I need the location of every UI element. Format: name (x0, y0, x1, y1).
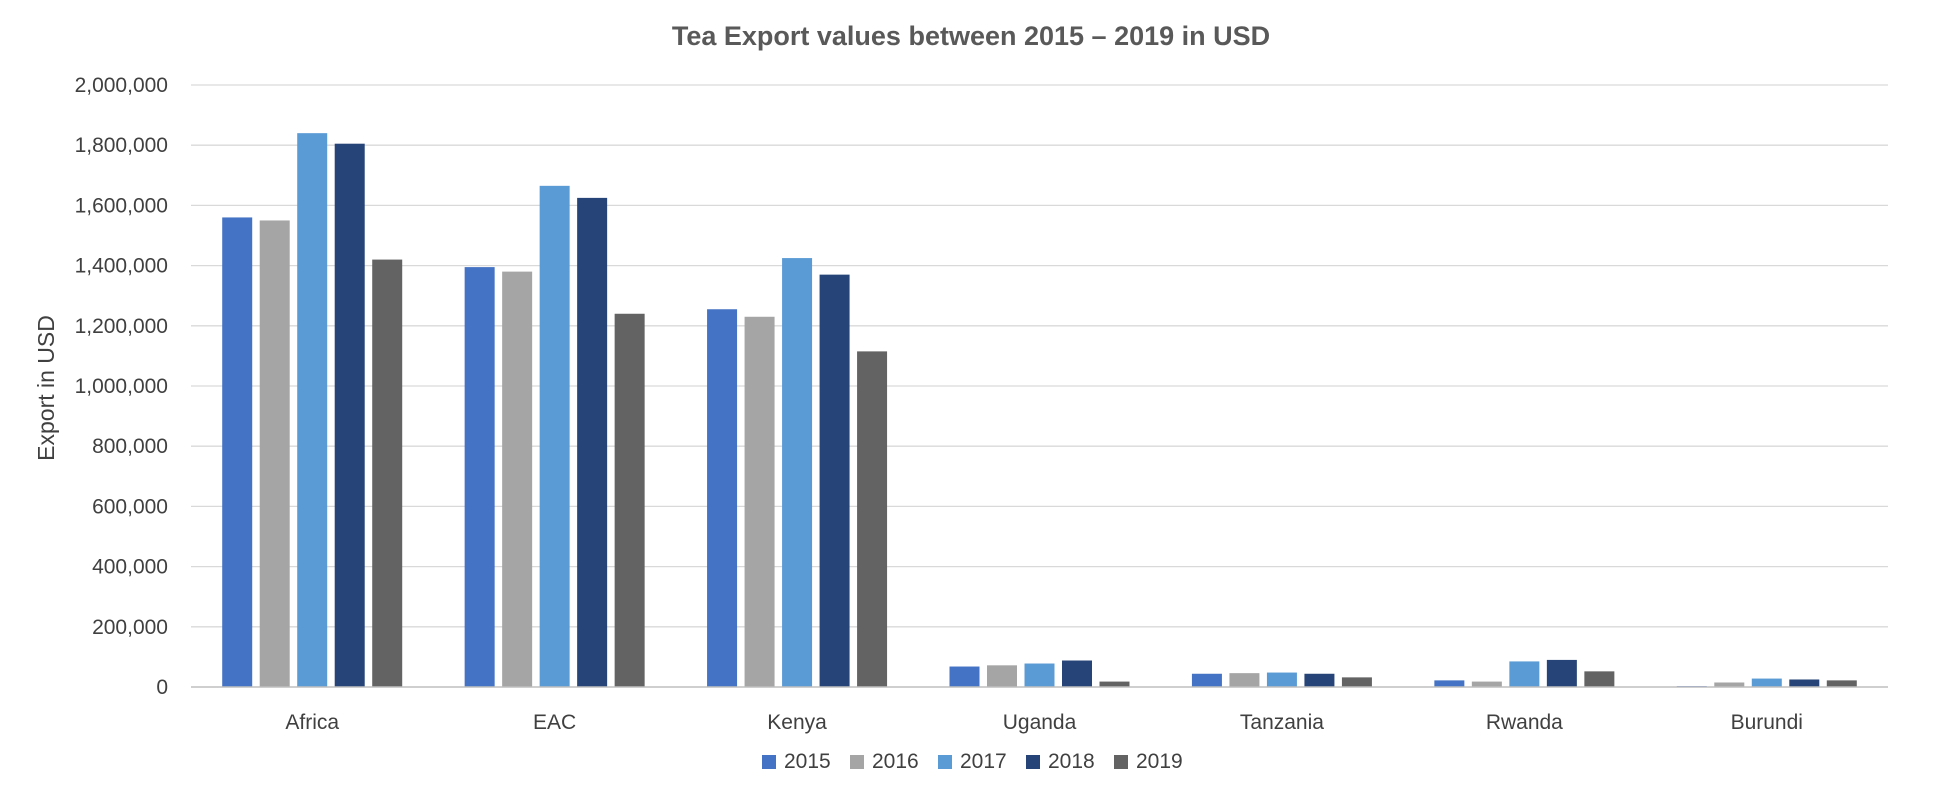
bars (222, 133, 1857, 688)
legend-label: 2018 (1048, 750, 1095, 773)
bar-africa-2018 (334, 143, 365, 687)
bar-tanzania-2018 (1304, 673, 1335, 687)
y-tick-label: 400,000 (92, 556, 168, 579)
bar-kenya-2019 (857, 351, 888, 687)
bar-africa-2017 (297, 133, 328, 687)
y-tick-label: 2,000,000 (75, 74, 168, 97)
y-tick-label: 1,400,000 (75, 255, 168, 278)
y-axis-title: Export in USD (33, 315, 59, 461)
legend-swatch (850, 755, 864, 769)
legend-swatch (762, 755, 776, 769)
bar-africa-2015 (222, 217, 253, 687)
legend-label: 2017 (960, 750, 1007, 773)
bar-burundi-2017 (1751, 678, 1782, 687)
x-tick-label: Africa (285, 711, 339, 734)
legend-item-2015: 2015 (762, 750, 831, 773)
legend-item-2017: 2017 (938, 750, 1007, 773)
x-tick-label: Kenya (767, 711, 827, 734)
legend-label: 2019 (1136, 750, 1183, 773)
bar-rwanda-2018 (1546, 659, 1577, 687)
bar-eac-2018 (577, 197, 608, 688)
bar-uganda-2018 (1062, 660, 1092, 687)
bar-eac-2017 (539, 185, 570, 687)
y-tick-label: 800,000 (92, 435, 168, 458)
x-axis-tick-labels: Africa EAC Kenya Uganda Tanzania Rwanda Burund… (285, 711, 1803, 734)
bar-eac-2016 (502, 271, 533, 687)
bar-tanzania-2019 (1341, 677, 1372, 687)
legend-label: 2015 (784, 750, 831, 773)
bar-uganda-2019 (1099, 681, 1130, 687)
x-tick-label: Uganda (1003, 711, 1077, 734)
y-tick-label: 200,000 (92, 616, 168, 639)
legend: 2015 2016 2017 2018 2019 (762, 750, 1183, 773)
bar-rwanda-2016 (1471, 681, 1502, 687)
y-tick-label: 0 (156, 676, 168, 699)
legend-item-2018: 2018 (1026, 750, 1095, 773)
bar-uganda-2015 (949, 666, 980, 687)
y-axis-tick-labels: 0 200,000 400,000 600,000 800,000 1,000,000 1,… (75, 74, 168, 699)
bar-rwanda-2017 (1509, 661, 1540, 687)
x-tick-label: Burundi (1731, 711, 1803, 734)
x-tick-label: Rwanda (1486, 711, 1563, 734)
bar-kenya-2017 (782, 258, 813, 687)
bar-rwanda-2015 (1434, 680, 1465, 687)
bar-africa-2019 (372, 259, 403, 687)
bar-africa-2016 (259, 220, 290, 687)
bar-kenya-2015 (707, 309, 738, 687)
y-tick-label: 1,200,000 (75, 315, 168, 338)
bar-eac-2015 (464, 267, 495, 687)
bar-rwanda-2019 (1584, 671, 1615, 687)
x-tick-label: Tanzania (1240, 711, 1324, 734)
bar-eac-2019 (614, 313, 645, 687)
bar-kenya-2018 (819, 274, 850, 687)
bar-tanzania-2017 (1266, 672, 1297, 687)
x-tick-label: EAC (533, 711, 576, 734)
bar-burundi-2019 (1826, 680, 1857, 687)
gridlines (191, 84, 1888, 628)
legend-swatch (938, 755, 952, 769)
bar-tanzania-2016 (1229, 673, 1260, 687)
bar-burundi-2018 (1789, 679, 1820, 687)
legend-item-2019: 2019 (1114, 750, 1183, 773)
bar-uganda-2017 (1024, 663, 1055, 687)
legend-swatch (1114, 755, 1128, 769)
bar-tanzania-2015 (1191, 673, 1222, 687)
bar-burundi-2016 (1714, 682, 1745, 687)
legend-item-2016: 2016 (850, 750, 919, 773)
bar-kenya-2016 (744, 316, 775, 687)
y-tick-label: 1,000,000 (75, 375, 168, 398)
legend-swatch (1026, 755, 1040, 769)
y-tick-label: 1,600,000 (75, 194, 168, 217)
legend-label: 2016 (872, 750, 919, 773)
chart-title: Tea Export values between 2015 – 2019 in… (672, 21, 1270, 51)
bar-uganda-2016 (987, 665, 1017, 687)
y-tick-label: 600,000 (92, 495, 168, 518)
y-tick-label: 1,800,000 (75, 134, 168, 157)
